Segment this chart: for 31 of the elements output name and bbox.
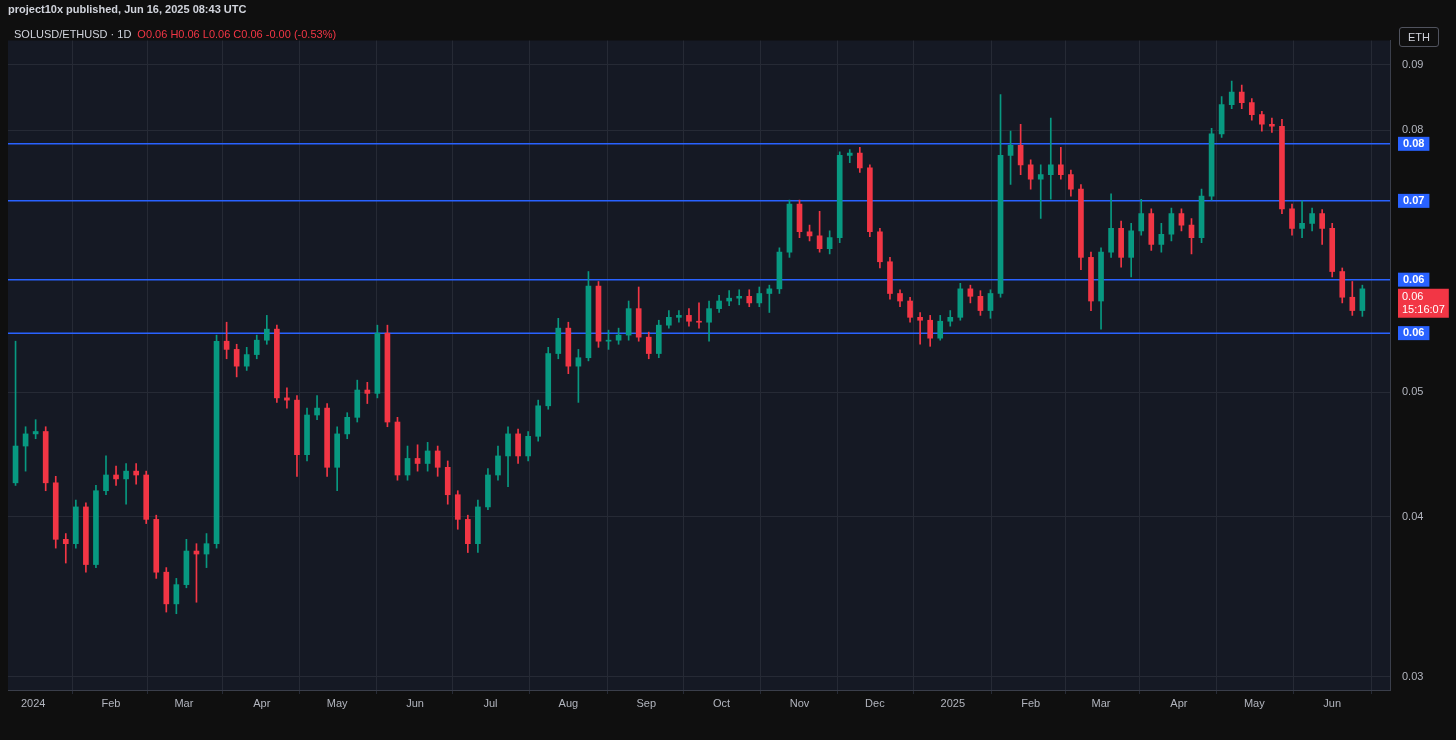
- x-tick-label: Jul: [483, 696, 498, 709]
- text: ETH: [1399, 27, 1439, 47]
- y-tick-label: 0.04: [1402, 509, 1424, 522]
- ref-line-label: 0.07: [1403, 193, 1425, 206]
- y-tick-label: 0.05: [1402, 385, 1424, 398]
- x-tick-label: May: [326, 696, 349, 709]
- x-tick-label: Apr: [253, 696, 271, 709]
- x-tick-label: 2024: [20, 696, 46, 709]
- x-tick-label: Dec: [865, 696, 886, 709]
- x-tick-label: Feb: [101, 696, 121, 709]
- y-tick-label: 0.03: [1402, 669, 1424, 682]
- ref-line-label: 0.06: [1403, 326, 1425, 339]
- x-tick-label: May: [1243, 696, 1266, 709]
- x-tick-label: Aug: [558, 696, 579, 709]
- chart-title: SOLUSD/ETHUSD · 1D: [14, 28, 132, 40]
- x-tick-label: Nov: [789, 696, 810, 709]
- x-tick-label: Jun: [406, 696, 424, 709]
- x-tick-label: Feb: [1021, 696, 1041, 709]
- y-tick-label: 0.09: [1402, 57, 1424, 70]
- y-tick-label: 0.08: [1402, 123, 1424, 136]
- x-tick-label: Jun: [1323, 696, 1342, 709]
- text: project10x published, Jun 16, 2025 08:43 UTC: [8, 3, 247, 15]
- x-tick-label: Mar: [1091, 696, 1111, 709]
- x-tick-label: Sep: [636, 696, 657, 709]
- text: 0.06 15:16:07: [1402, 289, 1445, 315]
- x-tick-label: Oct: [713, 696, 731, 709]
- x-tick-label: Apr: [1170, 696, 1188, 709]
- chart-subtitle: O0.06 H0.06 L0.06 C0.06 -0.00 (-0.53%): [137, 28, 337, 40]
- ref-line-label: 0.06: [1403, 272, 1425, 285]
- x-tick-label: Mar: [174, 696, 194, 709]
- x-tick-label: 2025: [940, 696, 966, 709]
